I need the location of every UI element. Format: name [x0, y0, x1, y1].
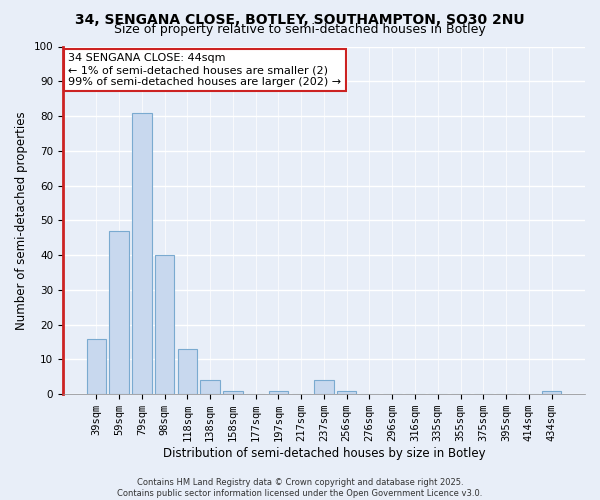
Text: Contains HM Land Registry data © Crown copyright and database right 2025.
Contai: Contains HM Land Registry data © Crown c… — [118, 478, 482, 498]
Bar — [223, 390, 242, 394]
Bar — [178, 349, 197, 394]
Text: Size of property relative to semi-detached houses in Botley: Size of property relative to semi-detach… — [114, 22, 486, 36]
X-axis label: Distribution of semi-detached houses by size in Botley: Distribution of semi-detached houses by … — [163, 447, 485, 460]
Text: 34, SENGANA CLOSE, BOTLEY, SOUTHAMPTON, SO30 2NU: 34, SENGANA CLOSE, BOTLEY, SOUTHAMPTON, … — [75, 12, 525, 26]
Bar — [132, 112, 152, 394]
Text: 34 SENGANA CLOSE: 44sqm
← 1% of semi-detached houses are smaller (2)
99% of semi: 34 SENGANA CLOSE: 44sqm ← 1% of semi-det… — [68, 54, 341, 86]
Bar — [200, 380, 220, 394]
Y-axis label: Number of semi-detached properties: Number of semi-detached properties — [15, 111, 28, 330]
Bar — [337, 390, 356, 394]
Bar — [314, 380, 334, 394]
Bar — [86, 338, 106, 394]
Bar — [542, 390, 561, 394]
Bar — [109, 231, 129, 394]
Bar — [155, 255, 174, 394]
Bar — [269, 390, 288, 394]
